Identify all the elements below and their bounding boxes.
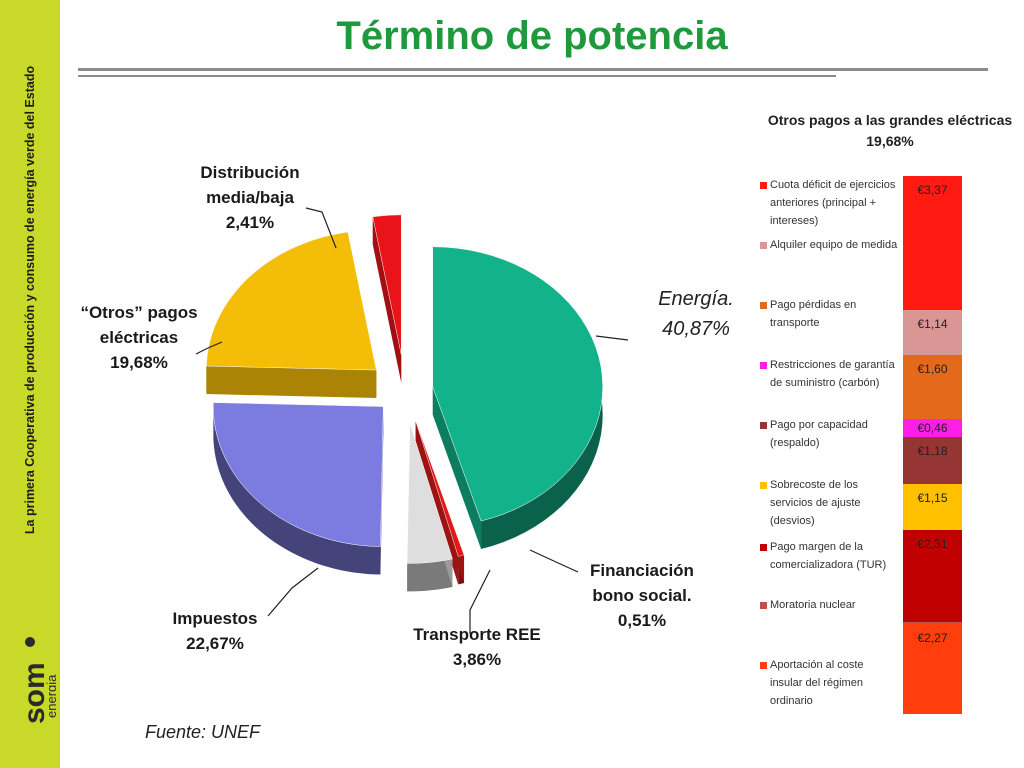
leader-line-3 [267,567,319,617]
stack-value-label-3: €0,46 [917,421,948,436]
pie-slice-side-2 [407,558,453,592]
stack-value-label-6: €2,31 [917,536,948,551]
pie-label-otros: “Otros” pagos eléctricas 19,68% [80,303,198,372]
pie-slice-3 [213,402,384,547]
legend-label-2: Pago pérdidas en transporte [770,299,857,329]
stack-value-label-2: €1,60 [917,362,948,377]
pie-slice-wall-5-0 [372,216,402,383]
page-title: Término de potencia [336,14,728,58]
stack-segment-1 [903,310,962,356]
stack-segment-7 [903,621,962,624]
stack-segment-0 [903,176,962,310]
leader-line-4 [195,341,223,355]
stack-value-label-8: €2,27 [917,630,948,645]
logo-leaf-icon [25,637,35,647]
som-energia-logo: som energia [18,637,56,724]
stack-segment-6 [903,529,962,622]
stack-segment-2 [903,355,962,419]
stack-value-label-4: €1,18 [917,444,948,459]
pie-label-financiacion: Financiación bono social. 0,51% [590,561,694,630]
pie-slice-5 [372,214,402,355]
stack-segment-5 [903,484,962,530]
logo-text: som [18,662,51,724]
legend-swatch-5 [760,482,767,489]
pie-label-impuestos: Impuestos 22,67% [172,609,258,653]
pie-label-transporte: Transporte REE 3,86% [413,625,541,669]
legend-label-7: Moratoria nuclear [770,599,856,611]
source-note: Fuente: UNEF [145,722,261,742]
pie-slice-0 [432,246,603,522]
pie-slice-wall-4-0 [206,366,377,399]
legend-swatch-8 [760,662,767,669]
legend-label-6: Pago margen de la comercializadora (TUR) [770,541,887,571]
pie-slice-4 [206,231,377,371]
stack-value-label-5: €1,15 [917,491,948,506]
title-divider-secondary [78,75,836,77]
legend-swatch-0 [760,182,767,189]
legend-label-8: Aportación al coste insular del régimen … [770,659,864,707]
legend-swatch-1 [760,242,767,249]
logo-subtext: energia [44,674,56,718]
leader-line-2 [469,569,491,634]
legend-label-4: Pago por capacidad (respaldo) [770,419,868,449]
pie-slice-1 [415,420,465,557]
sidebar: La primera Cooperativa de producción y c… [0,0,60,768]
legend-label-1: Alquiler equipo de medida [770,239,898,251]
pie-label-distribucion: Distribución media/baja 2,41% [200,163,300,232]
stack-value-label-1: €1,14 [917,317,948,331]
sidebar-tagline: La primera Cooperativa de producción y c… [23,65,37,535]
pie-slice-wall-0-1 [432,386,482,550]
legend-swatch-2 [760,302,767,309]
legend-label-0: Cuota déficit de ejercicios anteriores (… [770,179,896,227]
legend-swatch-3 [760,362,767,369]
stack-segment-4 [903,437,962,485]
stack-segment-8 [903,623,962,714]
stacked-chart-title: Otros pagos a las grandes eléctricas 19,… [767,112,1013,149]
pie-slice-2 [406,423,453,564]
legend-swatch-6 [760,544,767,551]
leader-line-0 [595,335,629,341]
stack-value-label-0: €3,37 [917,183,948,197]
legend-label-5: Sobrecoste de los servicios de ajuste (d… [770,479,861,527]
legend-swatch-7 [760,602,767,609]
legend-label-3: Restricciones de garantía de suministro … [770,359,895,389]
pie-slice-side-3 [213,402,381,575]
title-divider [78,68,988,71]
pie-chart [195,207,629,634]
leader-line-5 [305,207,337,249]
legend-swatch-4 [760,422,767,429]
leader-line-1 [529,549,579,573]
stack-segment-3 [903,418,962,438]
pie-label-energia: Energía. 40,87% [658,288,734,340]
